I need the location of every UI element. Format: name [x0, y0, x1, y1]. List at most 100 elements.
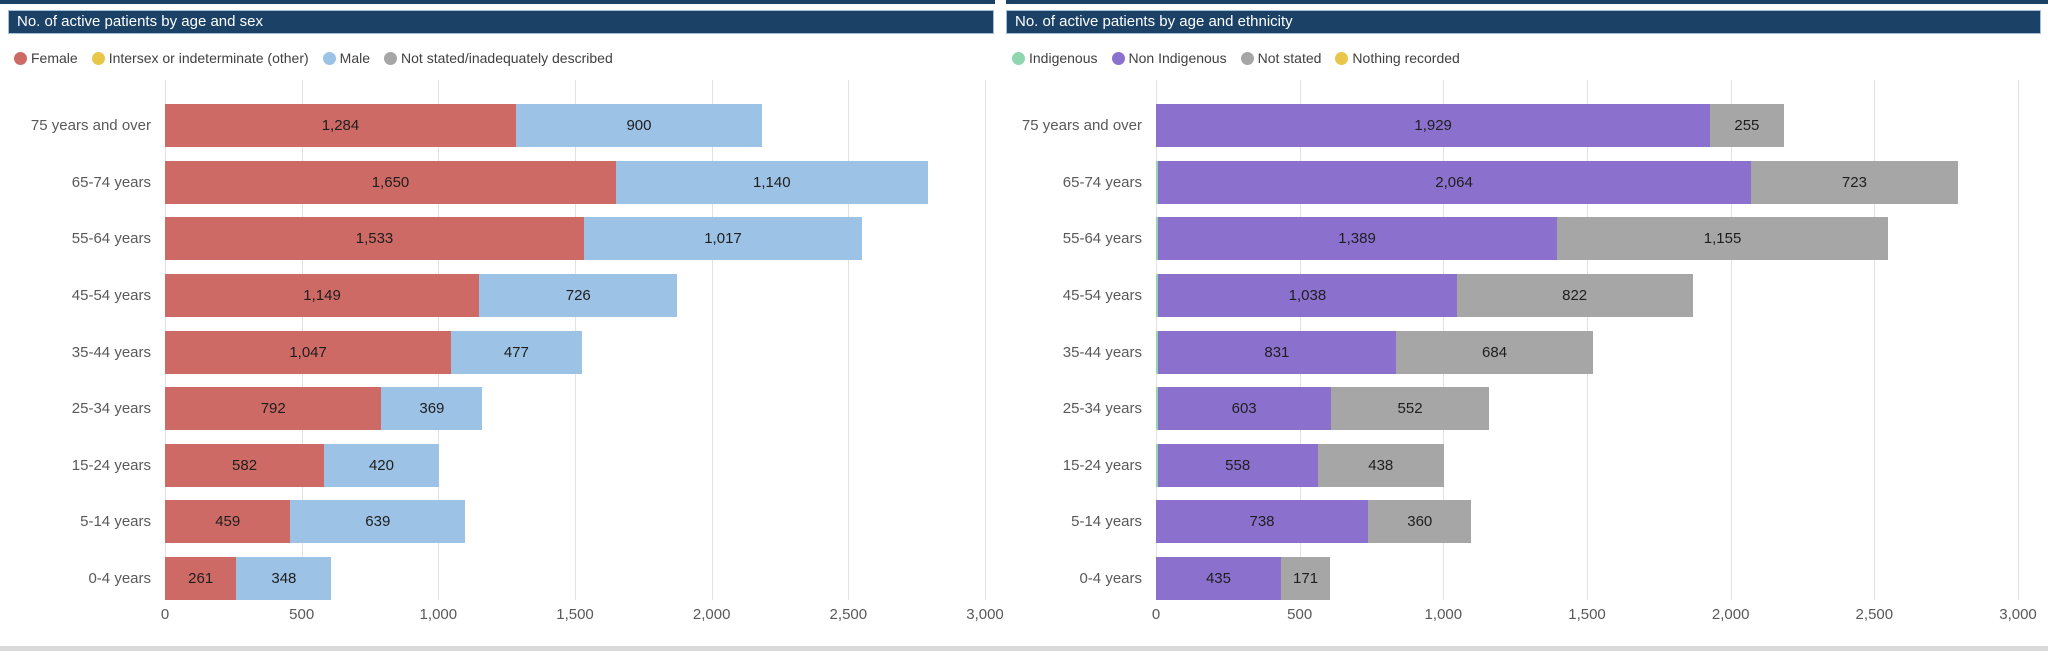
bar-segment-non-indigenous[interactable]: 738 — [1156, 500, 1369, 544]
bar-segment-not-stated[interactable]: 255 — [1710, 104, 1784, 147]
bar-segment-female[interactable]: 261 — [165, 557, 237, 600]
bar-segment-indigenous[interactable] — [1156, 330, 1158, 374]
bar-row: 5-14 years 459 639 — [8, 500, 994, 544]
gridline — [1730, 80, 1732, 600]
y-axis-label: 55-64 years — [71, 230, 151, 248]
legend-item-non-indigenous[interactable]: Non Indigenous — [1111, 50, 1227, 66]
y-axis-label: 5-14 years — [80, 513, 151, 531]
legend-item-male[interactable]: Male — [322, 50, 371, 66]
bar-segment-not-stated[interactable]: 360 — [1368, 500, 1472, 544]
bar-segment-non-indigenous[interactable]: 1,929 — [1156, 104, 1711, 147]
bar-segment-female[interactable]: 792 — [165, 387, 382, 431]
legend-item-not-stated[interactable]: Not stated — [1240, 50, 1322, 66]
bar-segment-not-stated[interactable]: 171 — [1280, 557, 1331, 600]
top-edge-strip-right — [1006, 0, 2048, 4]
y-axis-label: 15-24 years — [1062, 456, 1142, 474]
bar-segment-indigenous[interactable] — [1156, 387, 1158, 431]
legend-item-label: Non Indigenous — [1128, 50, 1227, 66]
bar-segment-not-stated[interactable]: 1,155 — [1556, 217, 1889, 261]
bar-segment-female[interactable]: 1,650 — [165, 160, 616, 204]
legend-item-not-stated-inadequately-described[interactable]: Not stated/inadequately described — [384, 50, 613, 66]
bar-track: 738 360 — [1156, 500, 2018, 544]
bar-row: 45-54 years 1,149 726 — [8, 273, 994, 317]
bar-segment-male[interactable]: 477 — [451, 330, 582, 374]
legend-item-label: Intersex or indeterminate (other) — [108, 50, 309, 66]
bar-segment-male[interactable]: 1,017 — [584, 217, 862, 261]
bar-track: 1,284 900 — [165, 104, 985, 147]
plot-area: 75 years and over 1,929 255 65-74 years 2,06… — [1006, 80, 2041, 604]
bar-segment-male[interactable]: 369 — [381, 387, 483, 431]
x-axis-tick-label: 2,500 — [829, 606, 868, 623]
bar-segment-indigenous[interactable] — [1156, 273, 1159, 317]
bar-segment-female[interactable]: 1,149 — [165, 273, 480, 317]
bar-segment-non-indigenous[interactable]: 1,389 — [1157, 217, 1557, 261]
x-axis-tick-label: 1,000 — [419, 606, 458, 623]
male-legend-dot-icon — [322, 51, 336, 65]
bar-segment-not-stated[interactable]: 822 — [1456, 273, 1693, 317]
legend: Indigenous Non Indigenous Not stated Nothin… — [1012, 49, 2041, 67]
bar-segment-not-stated[interactable]: 552 — [1330, 387, 1490, 431]
bar-segment-non-indigenous[interactable]: 831 — [1157, 330, 1397, 374]
bar-segment-not-stated[interactable]: 438 — [1317, 443, 1444, 487]
bar-segment-male[interactable]: 420 — [324, 443, 439, 487]
bar-segment-female[interactable]: 1,047 — [165, 330, 452, 374]
non-indigenous-legend-dot-icon — [1111, 51, 1125, 65]
bar-segment-non-indigenous[interactable]: 1,038 — [1158, 273, 1457, 317]
x-axis-tick-label: 500 — [289, 606, 315, 623]
legend-item-label: Female — [31, 50, 78, 66]
bar-segment-female[interactable]: 1,284 — [165, 104, 516, 147]
not-stated-inadequately-described-legend-dot-icon — [384, 51, 398, 65]
legend-item-intersex-or-indeterminate-other[interactable]: Intersex or indeterminate (other) — [91, 50, 309, 66]
bar-segment-male[interactable]: 900 — [515, 104, 762, 147]
chart-panel-age-sex: No. of active patients by age and sex Fe… — [8, 0, 1004, 651]
legend-item-label: Not stated/inadequately described — [401, 50, 613, 66]
legend-item-label: Male — [339, 50, 371, 66]
x-axis: 0 500 1,000 1,500 2,000 2,500 3,000 — [1152, 606, 2037, 626]
chart-panel-age-ethnicity: No. of active patients by age and ethnic… — [1006, 0, 2041, 651]
bar-segment-indigenous[interactable] — [1156, 160, 1158, 204]
legend-item-indigenous[interactable]: Indigenous — [1012, 50, 1098, 66]
bar-rows: 75 years and over 1,929 255 65-74 years 2,06… — [1006, 104, 2041, 600]
bar-row: 35-44 years 831 684 — [1006, 330, 2041, 374]
bar-segment-male[interactable]: 348 — [236, 557, 332, 600]
bar-segment-female[interactable]: 1,533 — [165, 217, 585, 261]
y-axis-label: 15-24 years — [71, 456, 151, 474]
bar-track: 1,047 477 — [165, 330, 985, 374]
gridline — [2018, 80, 2019, 600]
bar-segment-female[interactable]: 459 — [165, 500, 291, 544]
bar-row: 75 years and over 1,284 900 — [8, 104, 994, 147]
bar-segment-non-indigenous[interactable]: 2,064 — [1157, 160, 1751, 204]
bar-track: 558 438 — [1156, 443, 2018, 487]
y-axis-label: 35-44 years — [71, 343, 151, 361]
legend-item-label: Indigenous — [1029, 50, 1098, 66]
bar-segment-not-stated[interactable]: 723 — [1750, 160, 1959, 204]
bar-segment-non-indigenous[interactable]: 558 — [1157, 443, 1318, 487]
bar-row: 55-64 years 1,389 1,155 — [1006, 217, 2041, 261]
x-axis-tick-label: 0 — [1151, 606, 1161, 623]
bar-segment-non-indigenous[interactable]: 435 — [1156, 557, 1281, 600]
legend-item-label: Not stated — [1257, 50, 1322, 66]
bottom-edge-strip — [0, 646, 2048, 651]
chart-title-bar: No. of active patients by age and sex — [8, 10, 994, 34]
bar-segment-indigenous[interactable] — [1156, 217, 1158, 261]
x-axis-tick-label: 1,500 — [1568, 606, 1606, 623]
nothing-recorded-legend-dot-icon — [1335, 51, 1349, 65]
bar-segment-male[interactable]: 639 — [290, 500, 466, 544]
bar-segment-male[interactable]: 1,140 — [616, 160, 928, 204]
bar-segment-male[interactable]: 726 — [479, 273, 678, 317]
bar-track: 1,038 822 — [1156, 273, 2018, 317]
y-axis-label: 0-4 years — [1079, 570, 1142, 587]
indigenous-legend-dot-icon — [1012, 51, 1025, 65]
bar-segment-not-stated[interactable]: 684 — [1396, 330, 1593, 374]
bar-row: 15-24 years 558 438 — [1006, 443, 2041, 487]
plot-area: 75 years and over 1,284 900 65-74 years 1,65… — [8, 80, 994, 604]
legend-item-female[interactable]: Female — [14, 50, 78, 66]
y-axis-label: 35-44 years — [1062, 343, 1142, 361]
bar-segment-non-indigenous[interactable]: 603 — [1157, 387, 1331, 431]
bar-segment-indigenous[interactable] — [1156, 443, 1158, 487]
bar-row: 0-4 years 435 171 — [1006, 557, 2041, 600]
bar-row: 55-64 years 1,533 1,017 — [8, 217, 994, 261]
legend-item-nothing-recorded[interactable]: Nothing recorded — [1335, 50, 1460, 66]
bar-segment-female[interactable]: 582 — [165, 443, 325, 487]
x-axis: 0 500 1,000 1,500 2,000 2,500 3,000 — [161, 606, 1004, 626]
